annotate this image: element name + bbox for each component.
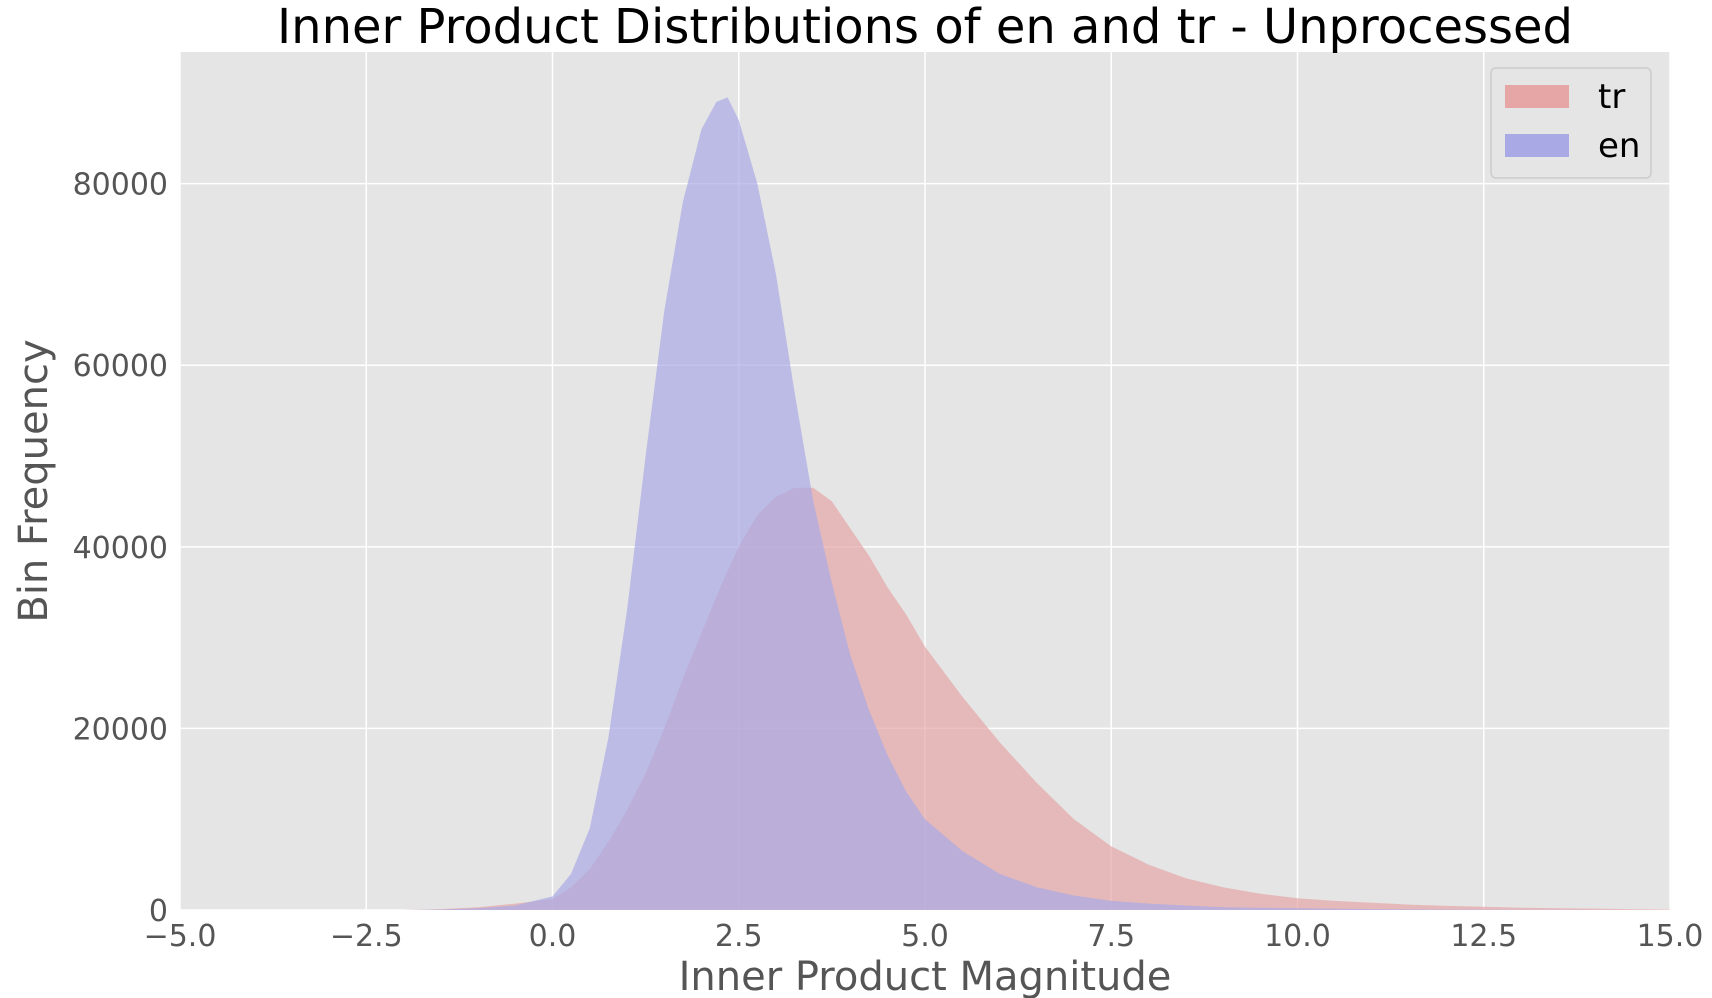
x-tick-label: 7.5: [1087, 919, 1135, 954]
x-tick-label: 2.5: [715, 919, 763, 954]
y-tick-label: 60000: [73, 349, 168, 384]
x-tick-label: −5.0: [144, 919, 217, 954]
chart-title: Inner Product Distributions of en and tr…: [277, 0, 1573, 55]
legend: tr en: [1490, 67, 1652, 179]
y-tick-label: 20000: [73, 712, 168, 747]
x-tick-label: 10.0: [1264, 919, 1331, 954]
y-axis-tick-labels: 0 20000 40000 60000 80000: [73, 168, 168, 929]
legend-label-en: en: [1598, 126, 1640, 166]
x-tick-label: 15.0: [1637, 919, 1704, 954]
y-tick-label: 0: [149, 894, 168, 929]
y-tick-label: 80000: [73, 168, 168, 203]
y-tick-label: 40000: [73, 531, 168, 566]
series-area-en: [403, 97, 1670, 910]
x-tick-label: 0.0: [529, 919, 577, 954]
x-axis-tick-labels: −5.0 −2.5 0.0 2.5 5.0 7.5 10.0 12.5 15.0: [144, 919, 1704, 954]
x-tick-label: 12.5: [1450, 919, 1517, 954]
y-axis-label: Bin Frequency: [11, 339, 57, 622]
legend-label-tr: tr: [1598, 77, 1625, 117]
legend-swatch-tr: [1505, 85, 1569, 108]
x-tick-label: 5.0: [901, 919, 949, 954]
x-axis-label: Inner Product Magnitude: [679, 954, 1172, 998]
x-tick-label: −2.5: [330, 919, 403, 954]
legend-swatch-en: [1505, 134, 1569, 157]
